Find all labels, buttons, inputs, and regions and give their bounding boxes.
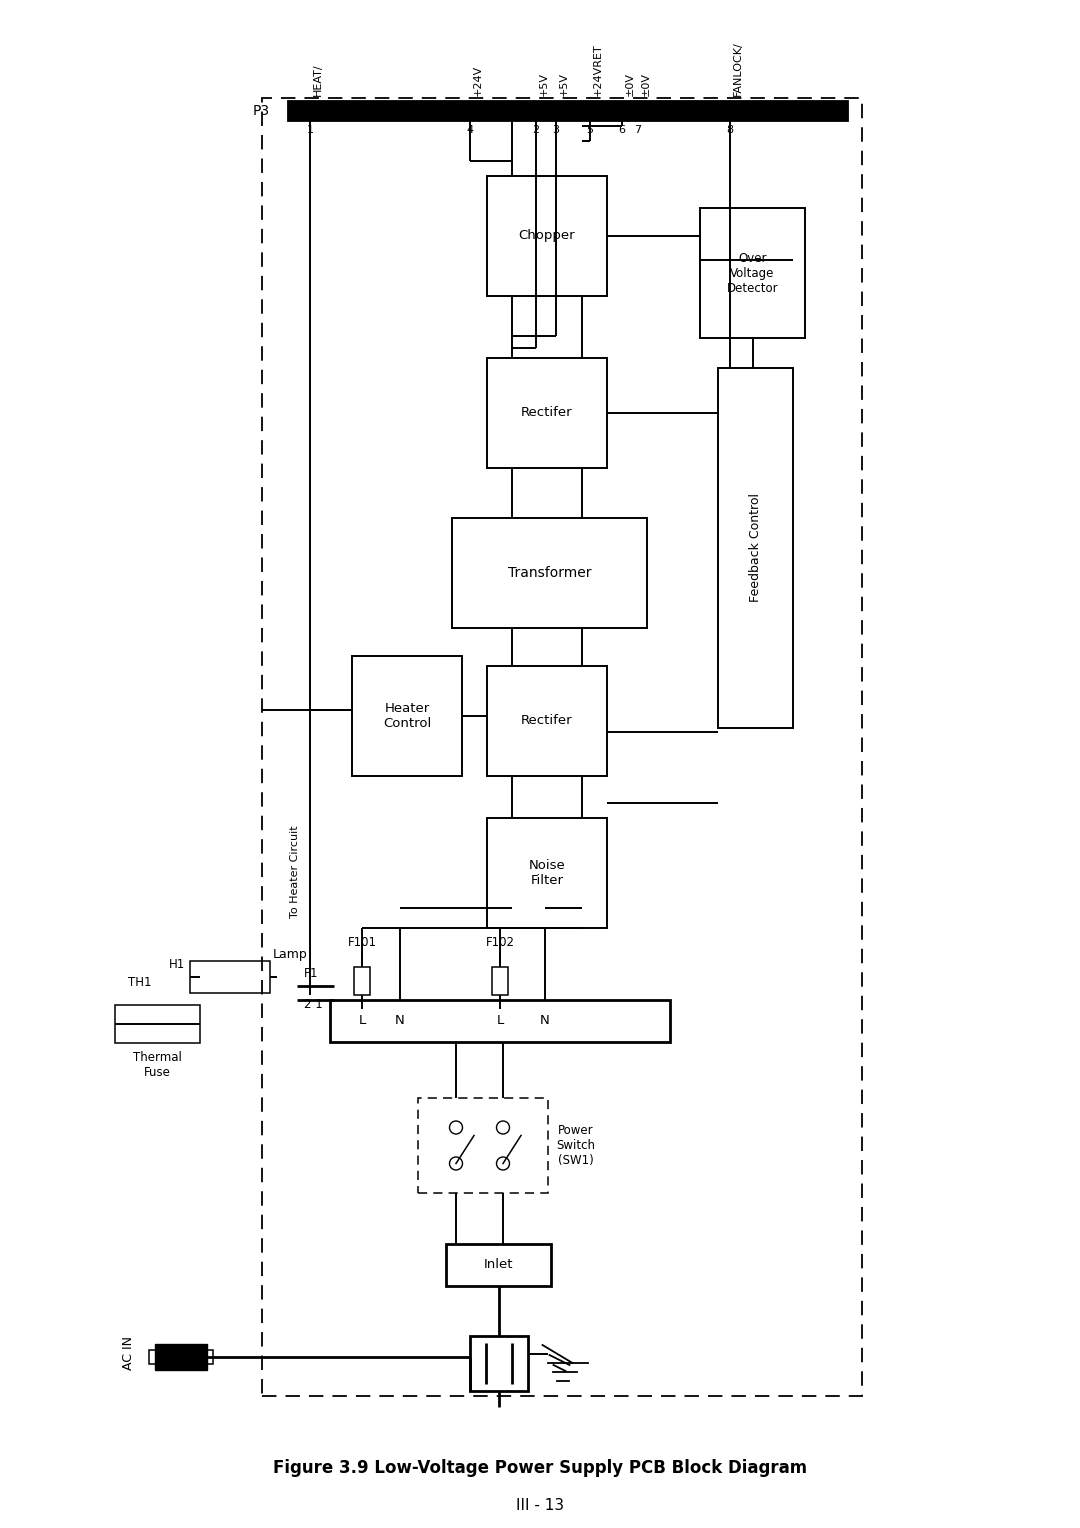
Text: HEAT/: HEAT/ bbox=[313, 63, 323, 96]
Text: 8: 8 bbox=[727, 125, 733, 134]
Text: III - 13: III - 13 bbox=[516, 1499, 564, 1514]
Text: 5: 5 bbox=[586, 125, 594, 134]
Bar bbox=[718, 368, 793, 727]
Bar bbox=[470, 1335, 527, 1390]
Text: L: L bbox=[359, 1015, 366, 1027]
Bar bbox=[330, 999, 670, 1042]
Text: F101: F101 bbox=[348, 937, 377, 949]
Bar bbox=[700, 208, 805, 338]
Bar bbox=[288, 101, 848, 121]
Text: ±0V: ±0V bbox=[625, 72, 635, 96]
Bar bbox=[354, 967, 370, 995]
Text: FANLOCK/: FANLOCK/ bbox=[733, 41, 743, 96]
Text: AC IN: AC IN bbox=[121, 1335, 135, 1371]
Text: +24V: +24V bbox=[473, 64, 483, 96]
Text: L: L bbox=[497, 1015, 503, 1027]
Text: Lamp: Lamp bbox=[273, 947, 308, 961]
Text: Feedback Control: Feedback Control bbox=[750, 494, 762, 602]
Bar bbox=[487, 666, 607, 776]
Bar bbox=[487, 358, 607, 468]
Bar bbox=[114, 1005, 200, 1044]
Bar bbox=[487, 817, 607, 927]
Text: Thermal
Fuse: Thermal Fuse bbox=[133, 1051, 181, 1079]
Bar bbox=[418, 1099, 548, 1193]
Text: Transformer: Transformer bbox=[508, 565, 591, 581]
Text: +24VRET: +24VRET bbox=[593, 43, 603, 96]
Text: Rectifer: Rectifer bbox=[522, 715, 572, 727]
Text: 1: 1 bbox=[307, 125, 313, 134]
Bar bbox=[149, 1351, 213, 1365]
Text: Over
Voltage
Detector: Over Voltage Detector bbox=[727, 252, 779, 295]
Bar bbox=[156, 1345, 207, 1371]
Bar bbox=[262, 98, 862, 1397]
Bar bbox=[190, 961, 270, 993]
Text: To Heater Circuit: To Heater Circuit bbox=[291, 825, 300, 918]
Text: 7: 7 bbox=[634, 125, 642, 134]
Text: +5V: +5V bbox=[539, 72, 549, 96]
Bar bbox=[487, 176, 607, 296]
Bar bbox=[352, 656, 462, 776]
Text: F102: F102 bbox=[486, 937, 514, 949]
Text: H1: H1 bbox=[168, 958, 185, 970]
Text: P3: P3 bbox=[253, 104, 270, 118]
Text: 6: 6 bbox=[619, 125, 625, 134]
Text: 4: 4 bbox=[467, 125, 473, 134]
Text: +5V: +5V bbox=[559, 72, 569, 96]
Text: Heater
Control: Heater Control bbox=[383, 701, 431, 730]
Text: 2: 2 bbox=[532, 125, 540, 134]
Text: P1: P1 bbox=[303, 967, 319, 979]
Text: Power
Switch
(SW1): Power Switch (SW1) bbox=[556, 1125, 595, 1167]
Text: Chopper: Chopper bbox=[518, 229, 576, 243]
Text: Inlet: Inlet bbox=[484, 1259, 513, 1271]
Text: TH1: TH1 bbox=[129, 976, 152, 990]
Bar bbox=[492, 967, 508, 995]
Text: N: N bbox=[395, 1015, 405, 1027]
Text: Figure 3.9 Low-Voltage Power Supply PCB Block Diagram: Figure 3.9 Low-Voltage Power Supply PCB … bbox=[273, 1459, 807, 1478]
Text: 3: 3 bbox=[553, 125, 559, 134]
Text: Rectifer: Rectifer bbox=[522, 406, 572, 420]
Bar bbox=[453, 518, 647, 628]
Text: ±0V: ±0V bbox=[642, 72, 651, 96]
Text: 2 1: 2 1 bbox=[303, 998, 323, 1012]
Text: Noise
Filter: Noise Filter bbox=[528, 859, 565, 886]
Bar bbox=[446, 1244, 551, 1287]
Text: N: N bbox=[540, 1015, 550, 1027]
